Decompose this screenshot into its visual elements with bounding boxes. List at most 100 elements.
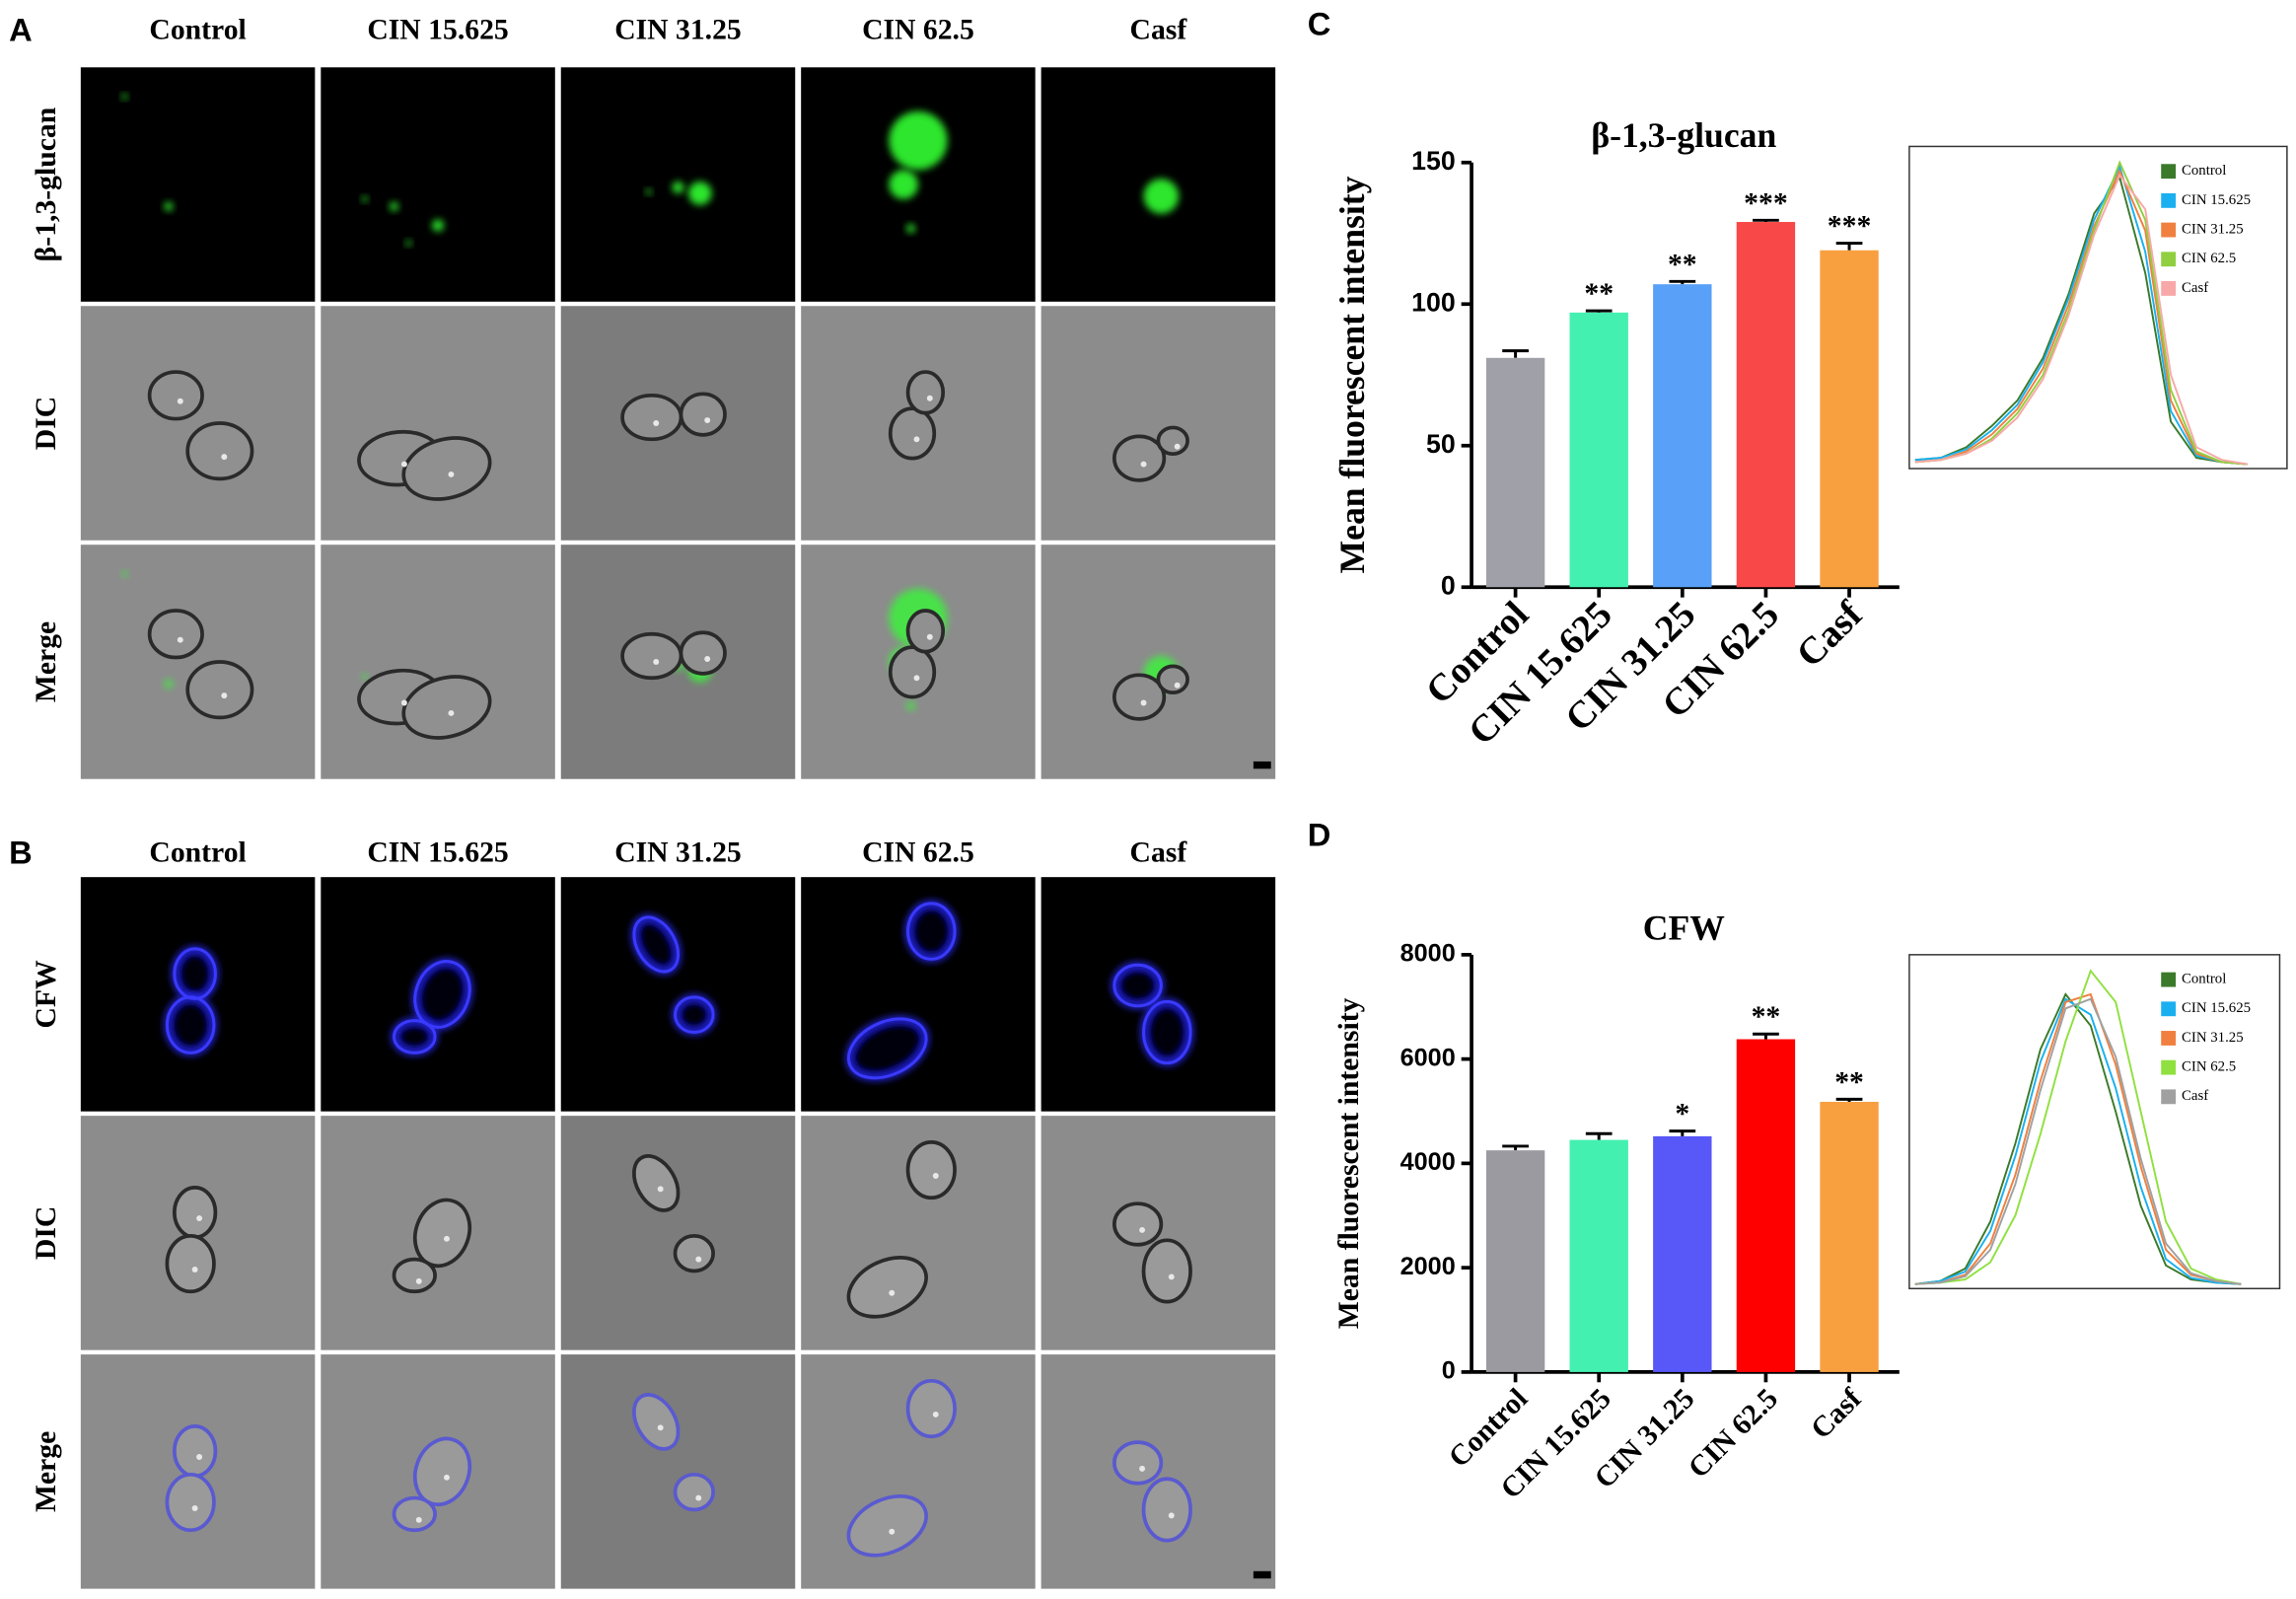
significance-label: ***	[1828, 211, 1872, 243]
cell	[846, 1256, 928, 1319]
micrograph	[321, 1116, 555, 1350]
cell	[905, 1140, 957, 1200]
vacuole	[653, 658, 660, 665]
micrograph	[1040, 1354, 1276, 1589]
micrograph	[321, 877, 555, 1112]
histogram-curve	[1914, 992, 2242, 1285]
panel-letter: D	[1308, 817, 1331, 853]
cell	[185, 660, 254, 720]
significance-label: **	[1668, 249, 1697, 280]
cell	[905, 1378, 957, 1439]
x-tick-label: CIN 62.5	[1683, 1383, 1784, 1485]
cell	[673, 1472, 715, 1512]
micrograph	[560, 306, 796, 541]
cell	[632, 1393, 681, 1451]
cell	[905, 609, 946, 654]
vacuole	[443, 1474, 450, 1481]
cell	[673, 1234, 715, 1273]
vacuole	[926, 395, 933, 401]
fluorescence	[889, 170, 918, 199]
cell	[620, 393, 683, 442]
scale-bar	[1253, 761, 1271, 769]
cell	[846, 1494, 928, 1558]
micrograph	[1040, 306, 1276, 541]
histogram-curve	[1914, 992, 2242, 1285]
bar	[1653, 1135, 1712, 1372]
micrograph	[321, 545, 555, 779]
significance-label: ***	[1744, 187, 1788, 219]
vacuole	[1168, 1273, 1175, 1280]
micrograph	[801, 545, 1036, 779]
image-background	[1040, 306, 1276, 541]
bar	[1485, 1150, 1545, 1372]
row-label: DIC	[31, 1206, 62, 1260]
vacuole	[657, 1186, 664, 1193]
legend-swatch	[2161, 1089, 2177, 1105]
image-background	[80, 545, 316, 779]
fluorescence	[164, 201, 174, 211]
vacuole	[889, 1528, 896, 1535]
bar	[1736, 222, 1796, 588]
histogram-curve	[1914, 969, 2242, 1285]
vacuole	[704, 417, 711, 424]
vacuole	[400, 699, 407, 706]
micrograph	[321, 67, 555, 302]
x-tick-label: Casf	[1805, 1382, 1868, 1445]
column-header: Casf	[1130, 837, 1188, 869]
cell	[1141, 1238, 1192, 1304]
y-axis-label: Mean fluorescent intensity	[1333, 997, 1365, 1329]
vacuole	[1174, 682, 1181, 689]
cell	[1112, 673, 1167, 721]
legend-label: CIN 31.25	[2182, 221, 2244, 237]
fluorescence	[906, 224, 915, 234]
cell	[632, 1154, 681, 1212]
vacuole	[1139, 1226, 1146, 1233]
legend-swatch	[2161, 192, 2177, 208]
micrograph	[321, 306, 555, 541]
y-tick-label: 100	[1411, 287, 1456, 317]
vacuole	[415, 1516, 422, 1523]
histogram-curve	[1914, 175, 2248, 466]
cell	[1156, 425, 1189, 457]
bar	[1736, 1039, 1796, 1372]
fluorescence	[390, 201, 398, 211]
vacuole	[1168, 1512, 1175, 1519]
micrograph	[80, 545, 316, 779]
cell	[172, 1186, 218, 1240]
cell	[679, 630, 727, 676]
legend-label: Control	[2182, 971, 2226, 986]
bar	[1569, 312, 1628, 588]
micrograph	[1040, 545, 1276, 779]
legend-label: CIN 62.5	[2182, 251, 2236, 266]
fluorescence	[405, 240, 412, 247]
cell-wall	[906, 902, 957, 961]
panel-letter: C	[1308, 5, 1331, 41]
vacuole	[932, 1173, 939, 1179]
significance-label: *	[1675, 1099, 1689, 1130]
micrograph	[1040, 67, 1276, 302]
micrograph	[80, 1354, 316, 1589]
scale-bar	[1253, 1570, 1271, 1579]
vacuole	[695, 1494, 702, 1501]
micrograph	[1040, 1116, 1276, 1350]
cell	[392, 1257, 437, 1294]
legend-swatch	[2161, 222, 2177, 238]
vacuole	[448, 471, 455, 477]
cell	[172, 1423, 218, 1479]
cell	[401, 675, 492, 740]
column-header: CIN 15.625	[367, 837, 508, 869]
vacuole	[196, 1454, 203, 1460]
row-label: Merge	[31, 1431, 62, 1512]
y-axis-label: Mean fluorescent intensity	[1332, 176, 1372, 573]
vacuole	[177, 398, 183, 404]
legend-label: CIN 15.625	[2182, 1000, 2251, 1016]
micrograph	[560, 877, 796, 1112]
bar	[1820, 1101, 1879, 1372]
cell	[147, 370, 204, 421]
chart-title: CFW	[1643, 908, 1725, 947]
vacuole	[657, 1424, 664, 1431]
vacuole	[1174, 443, 1181, 450]
cell	[401, 436, 492, 501]
cell-wall	[846, 1017, 928, 1080]
